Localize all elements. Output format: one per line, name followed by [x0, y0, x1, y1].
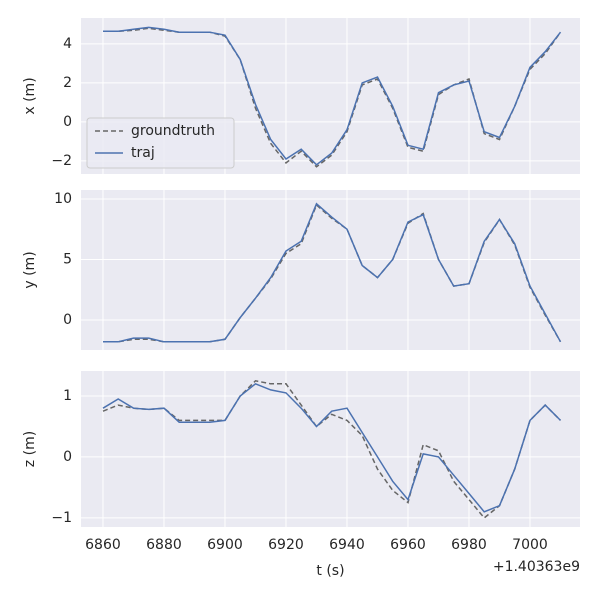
x-tick-label: 7000 — [512, 537, 548, 553]
y-axis-label: x (m) — [22, 77, 38, 114]
y-tick-label: 0 — [63, 114, 72, 130]
y-tick-label: 5 — [63, 251, 72, 267]
series-line — [103, 202, 562, 343]
y-axis-label: z (m) — [22, 431, 38, 467]
y-tick-label: 10 — [54, 191, 72, 207]
y-tick-label: −1 — [51, 510, 72, 526]
series-line — [102, 379, 562, 519]
x-tick-label: 6860 — [85, 537, 121, 553]
x-offset-label: +1.40363e9 — [493, 559, 580, 575]
y-tick-label: 1 — [63, 388, 72, 404]
legend-label: groundtruth — [131, 123, 215, 139]
y-axis-label: y (m) — [22, 251, 38, 288]
plot-area — [81, 371, 580, 527]
x-tick-label: 6900 — [207, 537, 243, 553]
series-line — [102, 382, 562, 513]
series-line — [103, 26, 562, 166]
x-tick-label: 6920 — [268, 537, 304, 553]
y-tick-label: 4 — [63, 36, 72, 52]
legend-box — [86, 117, 235, 169]
y-tick-label: 0 — [63, 449, 72, 465]
y-tick-label: 2 — [63, 75, 72, 91]
x-tick-label: 6960 — [390, 537, 426, 553]
x-tick-label: 6980 — [451, 537, 487, 553]
legend-label: traj — [131, 145, 155, 161]
plot-area — [81, 190, 580, 350]
y-tick-label: −2 — [51, 153, 72, 169]
x-axis-label: t (s) — [316, 563, 344, 579]
y-tick-label: 0 — [63, 312, 72, 328]
x-tick-label: 6940 — [329, 537, 365, 553]
x-tick-label: 6880 — [146, 537, 182, 553]
